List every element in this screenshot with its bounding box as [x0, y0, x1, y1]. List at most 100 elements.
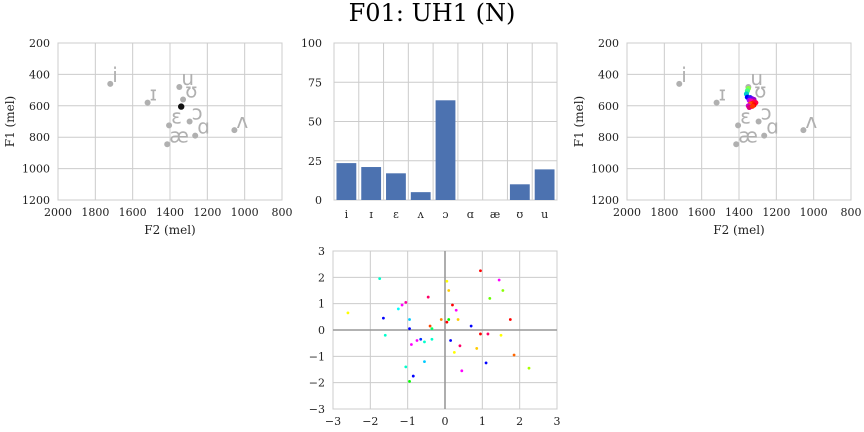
reference-vowel-point — [192, 132, 199, 139]
scatter-point — [408, 379, 411, 383]
reference-vowel-point — [107, 80, 114, 87]
y-tick-label: 100 — [301, 37, 322, 50]
x-tick-label: 1400 — [156, 206, 184, 219]
x-tick-label: −3 — [325, 415, 341, 428]
scatter-point — [451, 303, 454, 307]
scatter-point — [428, 324, 432, 328]
y-tick-label: 1 — [318, 298, 325, 311]
y-tick-label: 1200 — [591, 194, 619, 207]
scatter-point — [486, 332, 490, 336]
scatter-point — [383, 333, 387, 337]
reference-vowel-label: ɛ — [171, 104, 182, 128]
scatter-point — [439, 318, 443, 321]
scatter-point — [410, 343, 413, 346]
scatter-point — [415, 339, 419, 342]
x-tick-label: u — [541, 208, 548, 221]
y-tick-label: −1 — [309, 350, 325, 363]
reference-vowel-label: æ — [169, 123, 189, 147]
y-tick-label: 400 — [598, 68, 619, 81]
plot-frame — [57, 42, 283, 201]
scatter-point — [423, 360, 426, 363]
reference-vowel-label: ɑ — [197, 115, 210, 139]
y-tick-label: 25 — [308, 155, 322, 168]
x-tick-label: 1800 — [650, 206, 678, 219]
figure-title: F01: UH1 (N) — [349, 0, 516, 27]
scatter-point — [430, 327, 434, 331]
x-tick-label: 0 — [442, 415, 449, 428]
reference-vowel-label: ʌ — [805, 109, 817, 133]
x-tick-label: 1000 — [800, 206, 828, 219]
bar — [336, 163, 357, 200]
x-tick-label: æ — [490, 208, 500, 221]
scatter-point — [501, 289, 505, 292]
reference-vowel-point — [176, 83, 183, 90]
x-tick-label: −2 — [362, 415, 378, 428]
reference-vowel-point — [755, 118, 762, 125]
y-tick-label: 2 — [318, 271, 325, 284]
reference-vowel-label: ʊ — [754, 79, 766, 103]
scatter-point — [460, 369, 464, 373]
reference-vowel-point — [713, 99, 720, 106]
bar — [534, 169, 555, 200]
reference-vowel-point — [800, 127, 807, 134]
reference-vowel-point — [761, 132, 768, 139]
reference-vowel-label: ɛ — [740, 104, 751, 128]
y-tick-label: −3 — [309, 403, 325, 416]
y-tick-label: 200 — [29, 37, 50, 50]
reference-vowel-point — [186, 118, 193, 125]
y-tick-label: 400 — [29, 68, 50, 81]
x-tick-label: 2000 — [44, 206, 72, 219]
x-axis-label: F2 (mel) — [713, 223, 764, 237]
vowel-space-trajectory-panel: 2000 1800 1600 1400 1200 1000 800 200 400 600 800 1… — [572, 37, 862, 237]
scatter-point — [378, 277, 382, 281]
x-tick-label: ɛ — [393, 208, 399, 221]
scatter-point — [447, 289, 451, 292]
x-tick-label: 1800 — [81, 206, 109, 219]
scatter-point — [449, 339, 452, 342]
x-tick-label: 1200 — [193, 206, 221, 219]
reference-vowel-label: ɪ — [150, 82, 157, 106]
y-tick-label: 1000 — [591, 163, 619, 176]
scatter-point — [475, 347, 479, 350]
y-tick-label: 50 — [308, 116, 322, 129]
scatter-point — [512, 353, 516, 357]
x-tick-label: ɑ — [467, 208, 474, 221]
scatter-point — [499, 333, 503, 337]
y-tick-label: −2 — [309, 377, 325, 390]
reference-vowel-label: ɪ — [719, 82, 726, 106]
scatter-point — [497, 278, 501, 282]
x-tick-label: 3 — [554, 415, 561, 428]
x-tick-label: 800 — [841, 206, 862, 219]
trajectory-point — [749, 103, 756, 109]
y-tick-label: 75 — [308, 76, 322, 89]
scatter-point — [396, 307, 400, 311]
scatter-point — [445, 320, 449, 324]
x-tick-label: ʊ — [516, 208, 523, 221]
scatter-point — [458, 344, 462, 348]
current-vowel-point — [178, 103, 185, 110]
x-tick-label: 2 — [516, 415, 523, 428]
scatter-point — [346, 311, 350, 315]
reference-vowel-point — [733, 141, 740, 148]
y-axis-label: F1 (mel) — [3, 96, 17, 147]
reference-vowel-label: ɑ — [766, 115, 779, 139]
reference-vowel-point — [144, 99, 151, 106]
bar — [410, 192, 431, 200]
vowel-space-current-panel: 2000 1800 1600 1400 1200 1000 800 200 400 600 800 1… — [3, 37, 293, 237]
scatter-point — [426, 295, 430, 299]
bar — [435, 100, 456, 200]
x-tick-label: 1000 — [231, 206, 259, 219]
y-tick-label: 3 — [318, 245, 325, 258]
y-tick-label: 800 — [29, 131, 50, 144]
reference-vowel-label: æ — [738, 123, 758, 147]
y-tick-label: 1000 — [22, 163, 50, 176]
y-tick-label: 1200 — [22, 194, 50, 207]
reference-vowel-point — [180, 96, 187, 103]
scatter-point — [408, 327, 411, 331]
reference-vowel-label: i — [112, 63, 118, 87]
y-tick-label: 0 — [318, 324, 325, 337]
bar — [361, 167, 382, 200]
scatter-point — [479, 269, 482, 273]
x-tick-label: 1 — [479, 415, 486, 428]
scatter-point — [488, 297, 492, 300]
